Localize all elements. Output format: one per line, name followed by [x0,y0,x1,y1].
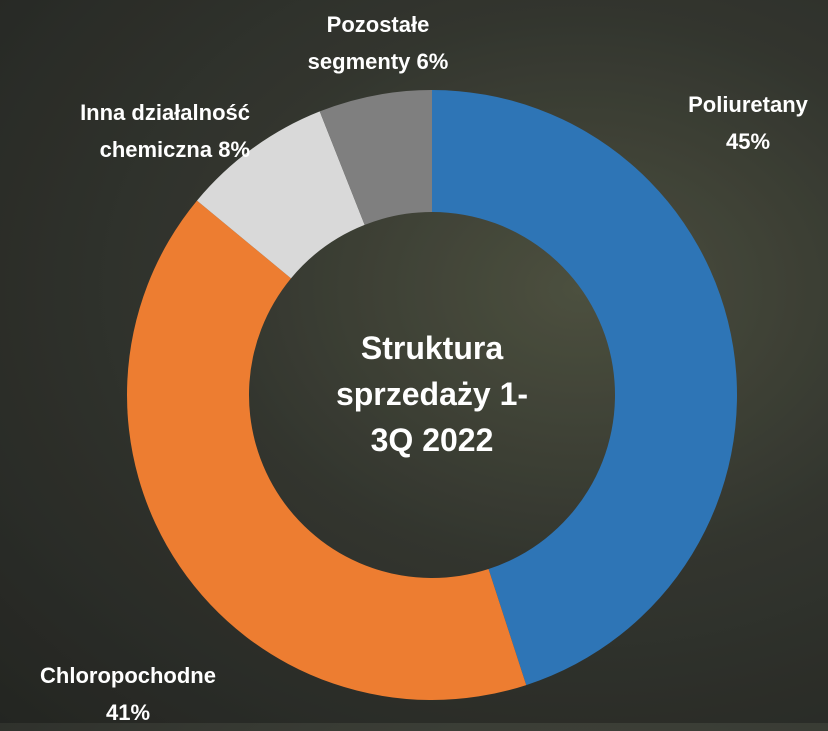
value-label: 6% [416,49,449,74]
slice-label: Poliuretany 45% [655,86,828,160]
slice-label: Chloropochodne 41% [10,657,246,731]
category-label: Pozostałe segmenty [307,12,430,74]
category-label: Inna działalność chemiczna [80,100,250,162]
donut-slice [126,200,527,701]
value-label: 41% [105,700,151,725]
category-label: Poliuretany [688,92,808,117]
donut-slice [432,90,737,686]
value-label: 8% [218,137,250,162]
slice-label: Inna działalność chemiczna 8% [30,94,250,168]
donut-slice [319,90,432,225]
slice-label: Pozostałe segmenty 6% [288,6,468,80]
category-label: Chloropochodne [40,663,216,688]
value-label: 45% [725,129,771,154]
donut-slice [196,111,365,279]
chart-title: Struktura sprzedaży 1-3Q 2022 [335,330,529,458]
